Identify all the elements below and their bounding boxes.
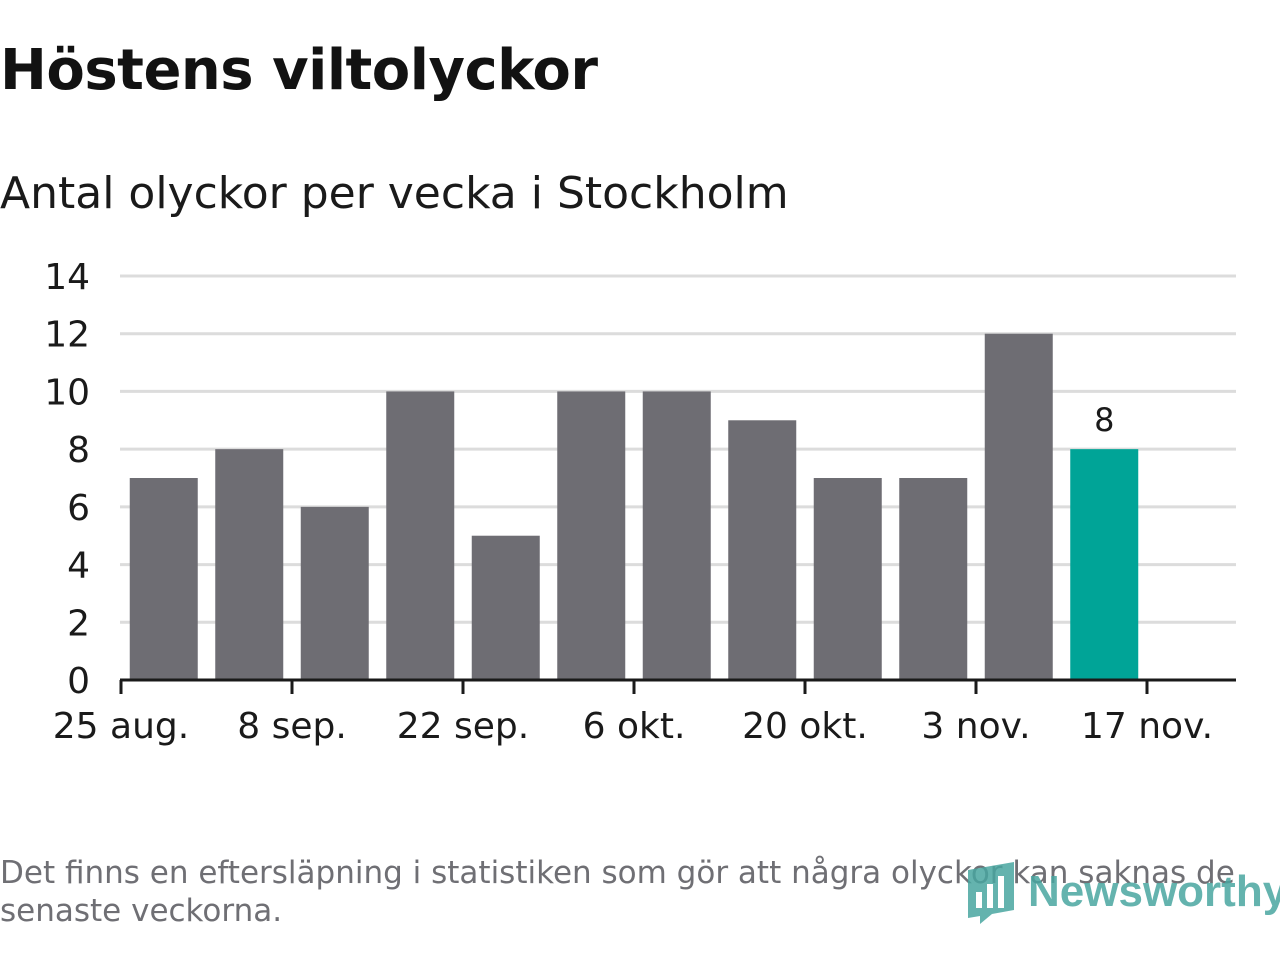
bar-highlighted <box>1070 449 1139 680</box>
y-tick-label: 0 <box>67 661 90 702</box>
footnote: Det finns en eftersläpning i statistiken… <box>0 855 1235 929</box>
x-tick-label: 6 okt. <box>583 706 686 747</box>
y-tick-label: 6 <box>67 488 90 529</box>
bar <box>642 391 711 680</box>
x-tick-label: 17 nov. <box>1081 706 1213 747</box>
newsworthy-logo-icon <box>968 862 1014 924</box>
brand-logo: Newsworthy <box>966 860 1280 924</box>
chart-subtitle: Antal olyckor per vecka i Stockholm <box>0 168 789 219</box>
bar-chart: 0 2 4 6 8 10 12 14 25 aug. 8 sep. 22 sep. 6 okt. 20 … <box>44 257 1236 747</box>
brand-name: Newsworthy <box>1028 867 1280 916</box>
bar <box>129 478 198 680</box>
bar <box>300 506 369 680</box>
x-tick-label: 8 sep. <box>237 706 347 747</box>
x-tick-label: 20 okt. <box>742 706 868 747</box>
bar <box>984 333 1053 680</box>
bar <box>899 478 968 680</box>
y-tick-label: 12 <box>44 315 90 356</box>
y-tick-label: 10 <box>44 372 90 413</box>
y-tick-label: 8 <box>67 430 90 471</box>
y-tick-label: 4 <box>67 546 90 587</box>
bar <box>386 391 455 680</box>
data-label: 8 <box>1094 401 1114 439</box>
bar <box>813 478 882 680</box>
bar <box>728 420 797 680</box>
bar <box>471 535 540 680</box>
y-tick-label: 2 <box>67 603 90 644</box>
y-tick-label: 14 <box>44 257 90 298</box>
chart-title: Höstens viltolyckor <box>0 38 598 103</box>
x-tick-label: 25 aug. <box>53 706 189 747</box>
bar <box>557 391 626 680</box>
x-tick-label: 22 sep. <box>397 706 529 747</box>
bar <box>215 449 284 680</box>
x-tick-label: 3 nov. <box>921 706 1030 747</box>
